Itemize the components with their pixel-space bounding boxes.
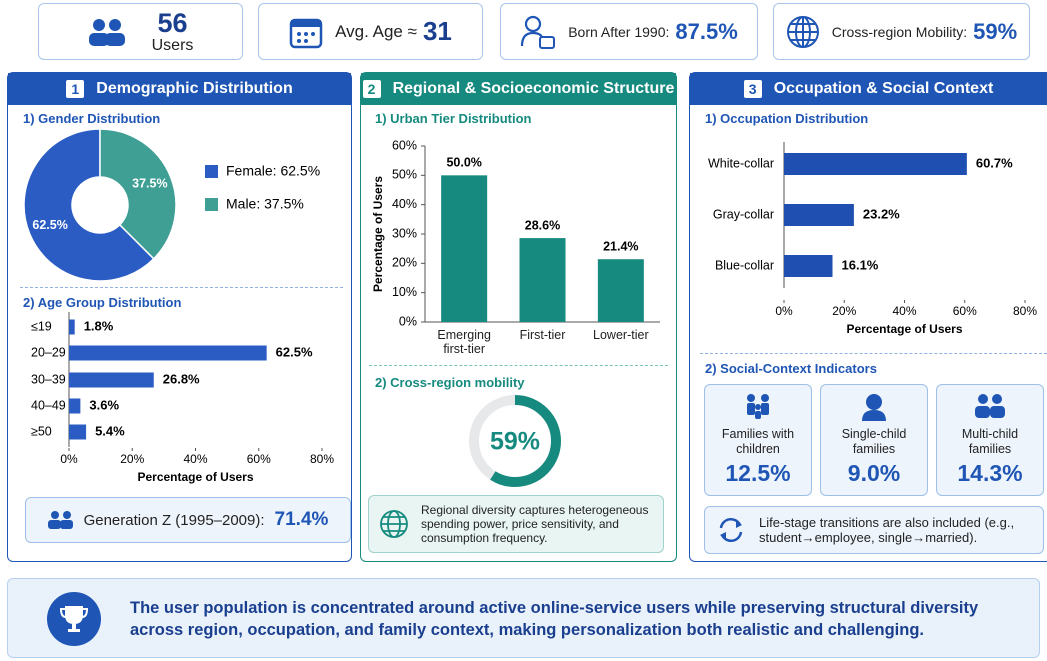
kpi-card: Born After 1990: 87.5%	[500, 3, 758, 60]
kpi-label: Users	[151, 36, 194, 54]
indicator-label: Single-child families	[841, 427, 907, 456]
section-title: 2) Social-Context Indicators	[705, 361, 877, 376]
panel-title: Occupation & Social Context	[773, 80, 994, 97]
icon	[380, 510, 408, 538]
kpi-card: Avg. Age ≈31	[258, 3, 483, 60]
divider	[369, 365, 668, 366]
indicator-card: Multi-child families 14.3%	[936, 384, 1044, 496]
divider	[20, 287, 343, 288]
panel-title: Demographic Distribution	[96, 80, 293, 97]
highlight-box: Generation Z (1995–2009): 71.4%	[25, 497, 351, 543]
x-tick-label: Emerging first-tier	[437, 328, 491, 356]
x-tick-label: First-tier	[519, 328, 566, 342]
panel-header: 2 Regional & Socioeconomic Structure	[361, 73, 676, 105]
indicator-label: Families with children	[721, 427, 795, 456]
icon	[289, 18, 323, 48]
x-tick-label: Lower-tier	[593, 328, 649, 342]
panel: 2 Regional & Socioeconomic Structure 1) U…	[360, 72, 677, 562]
panel-header: 1 Demographic Distribution	[8, 73, 351, 105]
indicator-label: Multi-child families	[961, 427, 1019, 456]
icon	[975, 394, 1005, 418]
footer: The user population is concentrated arou…	[7, 578, 1040, 658]
panel-header: 3 Occupation & Social Context	[690, 73, 1047, 105]
icon	[862, 394, 886, 421]
icon	[747, 394, 769, 419]
highlight-value: 71.4%	[274, 509, 329, 530]
note-text: Life-stage transitions are also included…	[759, 515, 1015, 545]
section-title: 1) Occupation Distribution	[705, 111, 869, 126]
footer-text: The user population is concentrated arou…	[130, 599, 979, 639]
note-box: Life-stage transitions are also included…	[704, 506, 1044, 554]
kpi-value: 56	[157, 7, 188, 38]
indicator-value: 9.0%	[847, 460, 901, 486]
section-title: 2) Cross-region mobility	[375, 375, 525, 390]
icon	[719, 518, 743, 542]
section-title: 1) Urban Tier Distribution	[375, 111, 532, 126]
divider	[700, 353, 1047, 354]
kpi-value: 59%	[973, 18, 1018, 44]
section-title: 1) Gender Distribution	[23, 111, 161, 126]
kpi-value: 87.5%	[675, 18, 738, 44]
panel: 3 Occupation & Social Context 1) Occupati…	[689, 72, 1047, 562]
panel-number: 3	[743, 80, 762, 98]
indicator-value: 14.3%	[957, 460, 1023, 486]
note-text: Regional diversity captures heterogeneou…	[421, 503, 649, 545]
icon	[521, 15, 556, 49]
kpi-value: 31	[422, 16, 452, 46]
kpi-label: Avg. Age ≈	[335, 21, 417, 41]
panel: 1 Demographic Distribution 1) Gender Dist…	[7, 72, 352, 562]
indicator-card: Single-child families 9.0%	[820, 384, 928, 496]
kpi-label: Born After 1990:	[568, 23, 670, 40]
panel-title: Regional & Socioeconomic Structure	[392, 80, 675, 97]
panel-number: 1	[66, 80, 85, 98]
panel-number: 2	[362, 80, 381, 98]
icon	[88, 18, 125, 46]
kpi-card: 56 Users	[38, 3, 243, 60]
section-title: 2) Age Group Distribution	[23, 295, 182, 310]
icon	[47, 511, 73, 529]
note-box: Regional diversity captures heterogeneou…	[368, 495, 664, 553]
indicator-card: Families with children 12.5%	[704, 384, 812, 496]
highlight-label: Generation Z (1995–2009):	[83, 511, 265, 529]
indicator-value: 12.5%	[725, 460, 791, 486]
icon	[47, 592, 101, 646]
kpi-label: Cross-region Mobility:	[831, 23, 968, 40]
kpi-card: Cross-region Mobility: 59%	[773, 3, 1030, 60]
icon	[786, 15, 819, 48]
